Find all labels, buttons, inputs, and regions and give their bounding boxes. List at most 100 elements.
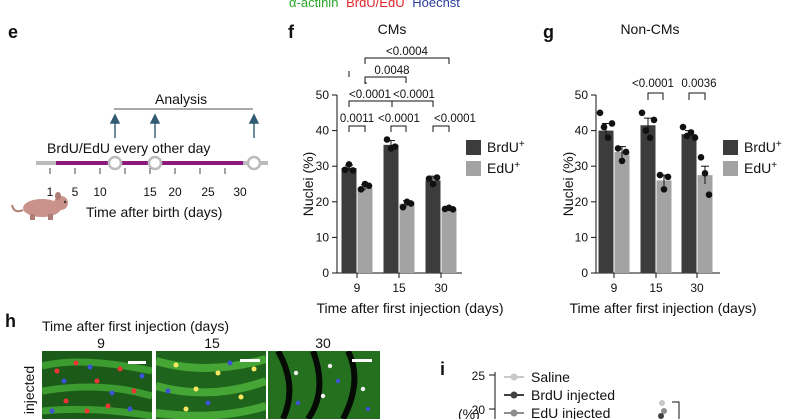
row-label: injected [21, 366, 37, 414]
p-value: <0.0001 [393, 89, 435, 101]
data-point [349, 167, 357, 174]
bracket [348, 100, 393, 107]
p-value: 0.0048 [374, 65, 409, 77]
bracket [432, 125, 450, 132]
partial-data-marks-i [658, 400, 680, 419]
svg-text:EdU injected: EdU injected [531, 405, 610, 419]
significance-labels-f: 0.0011 <0.0001 <0.0001 <0.0001 <0.0001 0… [340, 46, 476, 125]
bracket [688, 92, 706, 100]
y-tick-label: 20 [575, 195, 589, 209]
data-point [383, 136, 391, 143]
y-tick-label-i: 25 [472, 369, 486, 383]
y-tick-label: 50 [316, 88, 330, 102]
panel-g: g Non-CMs Nuclei (%) 0 10 20 30 40 50 9 15 30 T… [543, 21, 782, 316]
panel-h-axis-title: Time after first injection (days) [42, 318, 229, 334]
timepoint-marker [107, 155, 123, 171]
panel-e: e Analysis BrdU/EdU every other day 1 5 … [8, 22, 268, 220]
y-tick-label: 20 [316, 195, 330, 209]
data-point [604, 134, 612, 142]
bracket [364, 76, 407, 83]
legend-label: BrdU+ [487, 139, 525, 155]
bar-brdu-30 [681, 134, 697, 273]
p-value: <0.0001 [632, 78, 674, 90]
data-point [618, 157, 626, 165]
legend-superscript: + [771, 160, 777, 171]
bracket [390, 125, 407, 132]
data-point [345, 161, 353, 168]
svg-text:(%): (%) [458, 406, 480, 419]
data-point [705, 191, 713, 198]
panel-f: f CMs Nuclei (%) 0 10 20 30 40 50 9 15 30 Time … [288, 21, 525, 316]
legend-item-saline: Saline [504, 369, 570, 385]
x-tick-label: 9 [354, 281, 361, 295]
bar-brdu-15 [640, 125, 656, 273]
bar-edu-15 [399, 203, 415, 273]
x-tick-label: 9 [611, 281, 618, 295]
data-point [687, 129, 695, 136]
bar-edu-9 [614, 151, 630, 273]
y-tick-label: 0 [581, 266, 588, 280]
p-value: 0.0011 [340, 113, 374, 125]
svg-text:f: f [288, 22, 295, 42]
data-point [425, 175, 433, 182]
y-tick-label: 0 [322, 266, 329, 280]
data-point [357, 186, 365, 193]
data-point [608, 120, 616, 127]
y-axis-label-g: Nuclei (%) [560, 152, 576, 217]
data-point [365, 182, 373, 190]
data-point [433, 174, 441, 181]
x-tick-label: 30 [434, 281, 448, 295]
panel-h-letter: h [5, 311, 16, 331]
data-point [600, 123, 608, 131]
bar-brdu-30 [425, 180, 441, 273]
tick-label: 25 [201, 185, 215, 199]
legend-g: BrdU+ EdU+ [723, 139, 782, 176]
bars-f [341, 136, 457, 273]
data-point [646, 134, 654, 142]
data-point [391, 143, 399, 150]
y-ticks-g: 0 10 20 30 40 50 [575, 88, 596, 280]
legend-i: Saline BrdU injected EdU injected [504, 369, 615, 419]
data-point [679, 123, 687, 131]
y-tick-label: 50 [575, 88, 589, 102]
tick-label: 30 [233, 185, 247, 199]
x-axis-label-f: Time after first injection (days) [317, 300, 504, 316]
y-ticks-f: 0 10 20 30 40 50 [316, 88, 337, 280]
data-point [697, 154, 705, 161]
tick-label: 5 [72, 185, 79, 199]
svg-text:i: i [440, 359, 445, 379]
bar-edu-9 [357, 187, 373, 273]
tick-label: 15 [143, 185, 157, 199]
p-value: <0.0001 [434, 113, 476, 125]
data-point [429, 180, 437, 188]
bar-edu-30 [441, 208, 457, 273]
significance-brackets-f [348, 57, 450, 132]
legend-item-brdu: BrdU injected [504, 387, 615, 403]
panel-h: h Time after first injection (days) 9 15… [5, 311, 331, 414]
y-axis-label-f: Nuclei (%) [300, 152, 316, 217]
timeline-ticks [49, 168, 226, 174]
p-value: <0.0004 [386, 46, 428, 58]
timeline-axis-label: Time after birth (days) [86, 204, 222, 220]
bracket [348, 125, 366, 132]
timepoint-marker [147, 155, 163, 171]
svg-text:Saline: Saline [531, 369, 570, 385]
bracket [364, 57, 450, 64]
mouse-pup-icon [11, 192, 68, 220]
timepoint-label: 30 [315, 335, 331, 351]
p-value: <0.0001 [349, 89, 391, 101]
data-point [650, 116, 658, 124]
stain-hoechst: Hoechst [412, 0, 460, 10]
data-point [656, 171, 664, 179]
tick-label: 10 [93, 185, 107, 199]
p-value: <0.0001 [378, 113, 420, 125]
legend-f: BrdU+ EdU+ [466, 139, 525, 176]
injection-label: BrdU/EdU every other day [47, 140, 210, 156]
analysis-label: Analysis [155, 91, 207, 107]
data-point [642, 127, 650, 134]
svg-text:α-actinin BrdU/EdU Hoe: α-actinin BrdU/EdU Hoechst [289, 0, 460, 10]
y-tick-label-i: 20 [472, 403, 486, 417]
bar-brdu-9 [598, 130, 614, 273]
bar-edu-15 [656, 180, 672, 273]
